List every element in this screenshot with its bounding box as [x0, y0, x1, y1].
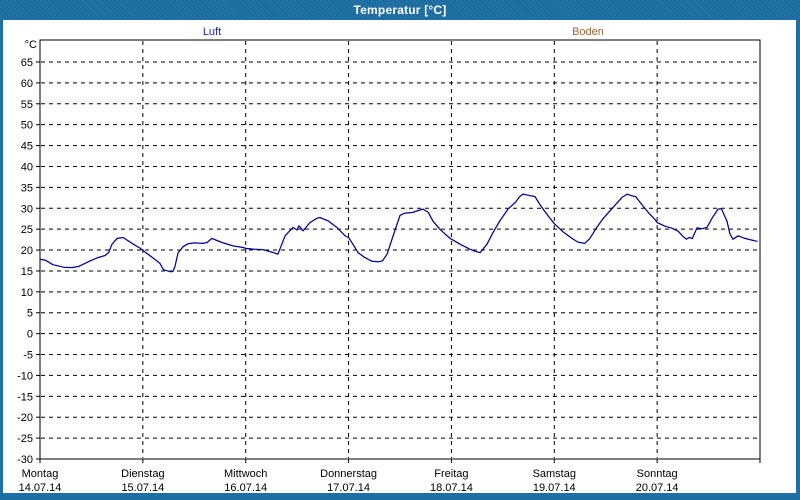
day-date-label: 14.07.14: [19, 482, 62, 493]
day-date-label: 18.07.14: [430, 482, 473, 493]
day-date-label: 17.07.14: [327, 482, 370, 493]
y-tick-label: 35: [21, 182, 33, 194]
y-tick-label: -5: [23, 350, 33, 362]
plot-frame: [39, 39, 761, 460]
day-date-label: 19.07.14: [533, 482, 576, 493]
y-tick-label: 30: [21, 203, 33, 215]
day-name-label: Montag: [22, 468, 59, 480]
day-name-label: Donnerstag: [320, 468, 377, 480]
y-tick-label: -10: [17, 370, 33, 382]
y-tick-label: 60: [21, 78, 33, 90]
day-name-label: Mittwoch: [224, 468, 267, 480]
day-name-label: Sonntag: [637, 468, 678, 480]
legend-item-luft: Luft: [190, 26, 234, 38]
series-line-luft: [39, 193, 758, 273]
y-tick-label: 45: [21, 141, 33, 153]
y-tick-label: 40: [21, 161, 33, 173]
day-name-label: Samstag: [533, 468, 576, 480]
y-tick-label: -25: [17, 433, 33, 445]
day-name-label: Dienstag: [121, 468, 164, 480]
legend-luft-label: Luft: [202, 26, 222, 38]
y-axis-unit-label: °C: [25, 39, 37, 51]
y-tick-label: 55: [21, 99, 33, 111]
day-date-label: 15.07.14: [121, 482, 164, 493]
y-tick-label: 5: [27, 308, 33, 320]
y-tick-label: 0: [27, 329, 33, 341]
y-tick-label: 65: [21, 57, 33, 69]
day-name-label: Freitag: [434, 468, 468, 480]
y-tick-label: -30: [17, 454, 33, 466]
y-tick-label: 25: [21, 224, 33, 236]
window-titlebar: Temperatur [°C]: [0, 0, 800, 20]
y-tick-label: -15: [17, 391, 33, 403]
chart-content-area: [3, 20, 796, 493]
legend-boden-label: Boden: [572, 26, 604, 38]
window-title: Temperatur [°C]: [353, 3, 447, 17]
temperature-chart: 65605550454035302520151050-5-10-15-20-25…: [17, 39, 761, 493]
y-tick-label: 15: [21, 266, 33, 278]
y-tick-label: 50: [21, 120, 33, 132]
y-tick-label: 20: [21, 245, 33, 257]
y-tick-label: 10: [21, 287, 33, 299]
day-date-label: 20.07.14: [636, 482, 679, 493]
y-tick-label: -20: [17, 412, 33, 424]
legend-item-boden: Boden: [562, 26, 614, 38]
day-date-label: 16.07.14: [224, 482, 267, 493]
